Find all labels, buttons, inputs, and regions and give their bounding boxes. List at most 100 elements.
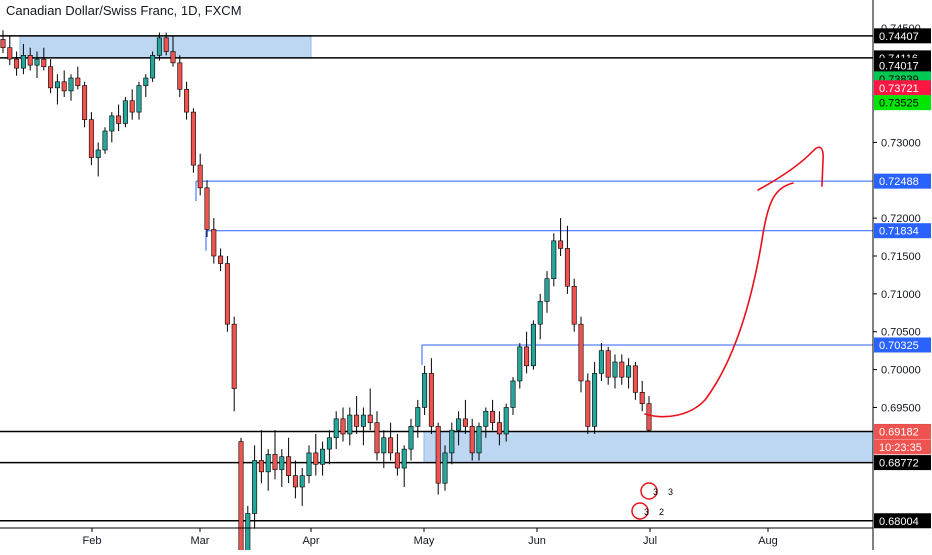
candle-body	[490, 410, 496, 423]
candle-body	[82, 85, 88, 120]
candle-body	[231, 323, 237, 389]
candle-body	[449, 429, 455, 454]
price-tag: 10:23:35	[879, 442, 922, 454]
candle-body	[102, 130, 108, 151]
candle-body	[551, 240, 557, 280]
price-tag: 0.73721	[879, 83, 919, 95]
candle-body	[252, 460, 258, 514]
candle-body	[381, 437, 387, 454]
candle-body	[483, 410, 489, 427]
candle-body	[503, 407, 509, 435]
time-tick-label: Jun	[528, 535, 546, 547]
candle-body	[333, 418, 339, 439]
candle-body	[14, 58, 20, 69]
candle-body	[177, 62, 183, 90]
candle-body	[88, 119, 94, 158]
candle-body	[558, 240, 564, 249]
level-price-tag-bg	[874, 28, 931, 44]
candle-body	[265, 454, 271, 473]
candle-body	[340, 418, 346, 435]
event-marker-count: 2	[659, 507, 664, 517]
candle-body	[238, 441, 244, 555]
candle-body	[211, 229, 217, 257]
candle-body	[116, 115, 122, 124]
candle-body	[129, 100, 135, 113]
candle-body	[34, 58, 40, 66]
candle-body	[245, 513, 251, 555]
candle-body	[163, 37, 169, 52]
event-marker-count: 3	[668, 487, 673, 497]
price-tag: 0.74017	[879, 60, 919, 72]
candle-body	[286, 456, 292, 476]
price-tag: 0.69182	[879, 427, 919, 439]
candle-body	[190, 111, 196, 166]
price-tag-bg	[874, 439, 931, 455]
candle-body	[136, 85, 142, 113]
candle-body	[578, 323, 584, 382]
level-price-tag: 0.74407	[879, 31, 919, 43]
candle-body	[279, 456, 285, 470]
candle-body	[469, 426, 475, 454]
candle-body	[598, 350, 604, 374]
level-price-tag: 0.71834	[879, 226, 919, 238]
candle-body	[530, 323, 536, 367]
candle-body	[442, 452, 448, 484]
candle-body	[367, 414, 373, 423]
candle-body	[646, 403, 652, 431]
candle-body	[170, 51, 176, 64]
price-tag-bg	[874, 57, 931, 73]
candle-body	[54, 81, 60, 89]
candle-body	[422, 373, 428, 408]
candle-body	[639, 392, 645, 404]
candle-body	[537, 301, 543, 325]
level-price-tag: 0.72488	[879, 176, 919, 188]
level-price-tag-bg	[874, 513, 931, 529]
price-tick-label: 0.72000	[881, 213, 921, 225]
price-tag-bg	[874, 424, 931, 440]
candle-body	[224, 263, 230, 325]
candle-body	[585, 380, 591, 427]
candle-body	[605, 350, 611, 378]
event-marker-count: 3	[644, 507, 649, 517]
candle-body	[394, 452, 400, 469]
price-tag-bg	[874, 80, 931, 96]
price-tag-bg	[874, 95, 931, 111]
level-price-tag: 0.68772	[879, 458, 919, 470]
candle-body	[61, 81, 67, 92]
candle-body	[204, 187, 210, 230]
candle-body	[408, 426, 414, 450]
candle-body	[632, 365, 638, 393]
candle-body	[122, 100, 128, 124]
candle-body	[374, 422, 380, 454]
candle-body	[258, 460, 264, 473]
candle-body	[20, 54, 26, 69]
candle-body	[564, 248, 570, 287]
candle-body	[299, 475, 305, 488]
candle-body	[347, 414, 353, 435]
projection-curve	[644, 182, 794, 418]
candle-body	[544, 278, 550, 302]
candle-body	[619, 361, 625, 378]
candle-body	[75, 77, 81, 86]
candle-body	[156, 37, 162, 56]
level-price-tag: 0.68004	[879, 516, 919, 528]
candle-body	[292, 475, 298, 488]
candle-body	[320, 448, 326, 465]
candle-body	[456, 418, 462, 431]
candle-body	[7, 47, 13, 60]
candle-body	[184, 89, 190, 113]
candle-body	[326, 437, 332, 450]
candle-body	[401, 448, 407, 469]
price-tick-label: 0.73000	[881, 137, 921, 149]
candle-body	[109, 115, 115, 132]
time-tick-label: Jul	[643, 535, 657, 547]
chart-title: Canadian Dollar/Swiss Franc, 1D, FXCM	[6, 3, 242, 18]
time-tick-label: Mar	[191, 535, 210, 547]
level-price-tag-bg	[874, 223, 931, 239]
candle-body	[197, 164, 203, 189]
candle-body	[524, 346, 530, 367]
candle-body	[48, 66, 54, 89]
